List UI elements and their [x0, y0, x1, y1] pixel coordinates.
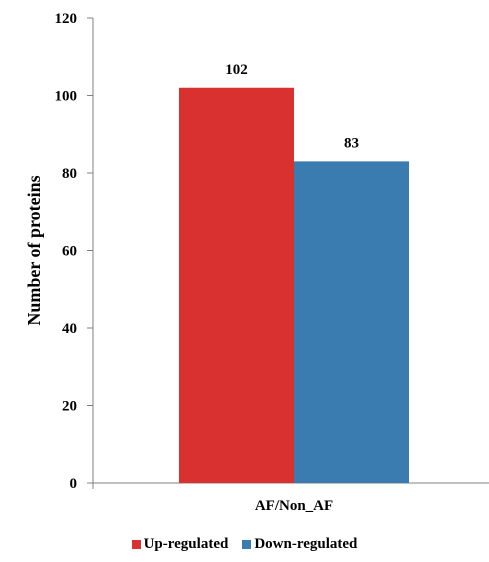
- data-label-up: 102: [225, 62, 248, 78]
- y-axis-title: Number of proteins: [24, 175, 44, 325]
- y-tick-label: 20: [62, 399, 77, 415]
- y-tick-label: 80: [62, 166, 77, 182]
- legend-swatch-up: [131, 540, 141, 549]
- data-label-down: 83: [344, 135, 359, 151]
- legend-swatch-down: [242, 540, 252, 549]
- legend-label-down: Down-regulated: [254, 536, 358, 552]
- y-tick-label: 60: [62, 244, 77, 260]
- y-tick-label: 120: [55, 11, 78, 27]
- y-tick-label: 0: [70, 476, 78, 492]
- labels: 102 83: [225, 62, 359, 152]
- legend-item-up: Up-regulated: [131, 536, 229, 553]
- bars: [179, 87, 409, 483]
- x-category-label: AF/Non_AF: [255, 498, 333, 514]
- axes: 0 20 40 60 80 100 120 Number of proteins AF/Non_…: [24, 11, 489, 514]
- legend-item-down: Down-regulated: [242, 536, 357, 553]
- legend: Up-regulated Down-regulated: [0, 536, 489, 553]
- y-tick-label: 40: [62, 321, 77, 337]
- bar-down-regulated: [294, 161, 409, 483]
- legend-label-up: Up-regulated: [143, 536, 229, 552]
- bar-up-regulated: [179, 87, 294, 483]
- y-tick-label: 100: [55, 89, 78, 105]
